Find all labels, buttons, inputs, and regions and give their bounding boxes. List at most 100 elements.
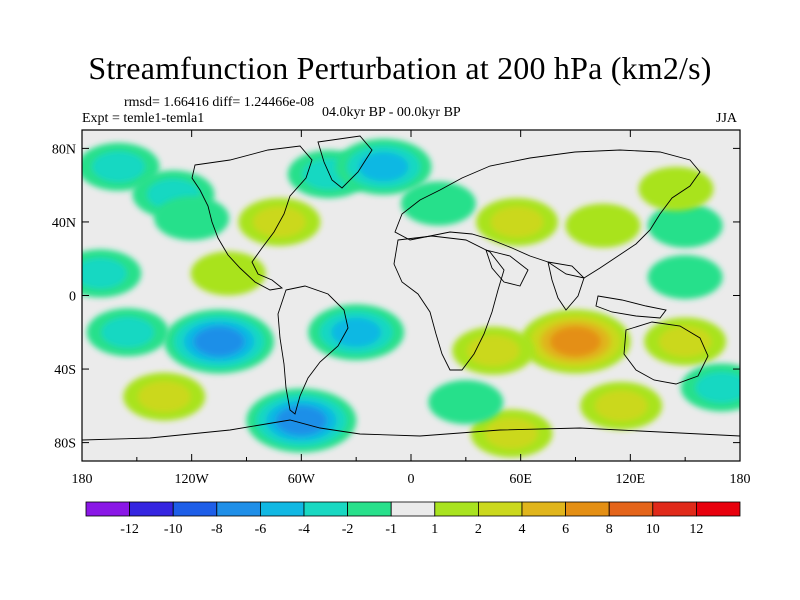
colorbar-label: 8 [606, 522, 613, 537]
anomaly-contour [92, 151, 145, 183]
coast-indonesia [595, 295, 667, 319]
anomaly-contour [190, 251, 266, 296]
x-tick-label: 180 [72, 472, 93, 487]
anomaly-cell [123, 372, 206, 421]
anomaly-contour [428, 380, 504, 425]
colorbar-label: -4 [298, 522, 310, 537]
x-tick-label: 60W [288, 472, 316, 487]
anomaly-layer [82, 138, 740, 458]
colorbar-swatch [608, 501, 654, 517]
period-label: 04.0kyr BP - 00.0kyr BP [322, 105, 461, 120]
anomaly-cell [335, 138, 432, 195]
y-tick-label: 40N [52, 216, 76, 231]
anomaly-cell [452, 326, 535, 375]
anomaly-contour [550, 326, 601, 357]
colorbar-swatch [390, 501, 436, 517]
anomaly-cell [580, 381, 663, 430]
anomaly-cell [644, 317, 727, 366]
colorbar: -12 -10 -8 -6 -4 -2 -1 1 2 4 6 8 10 12 [85, 501, 741, 537]
colorbar-swatch [434, 501, 479, 517]
anomaly-cell [476, 197, 559, 246]
coastlines [82, 135, 740, 441]
colorbar-label: 10 [646, 522, 660, 537]
anomaly-contour [647, 255, 723, 300]
colorbar-swatch [216, 501, 261, 517]
anomaly-contour [490, 206, 544, 238]
coast-antarctica [82, 419, 740, 441]
y-tick-label: 0 [69, 290, 76, 305]
anomaly-contour [82, 258, 127, 289]
anomaly-cell [638, 166, 714, 211]
anomaly-cell [82, 142, 160, 191]
colorbar-label: 4 [519, 522, 526, 537]
anomaly-cell [565, 203, 641, 248]
colorbar-label: 2 [475, 522, 482, 537]
anomaly-contour [331, 317, 382, 347]
anomaly-contour [193, 326, 245, 357]
anomaly-cell [246, 388, 357, 453]
colorbar-swatch [172, 501, 218, 517]
anomaly-cell [680, 363, 740, 412]
colorbar-label: 1 [431, 522, 438, 537]
x-axis: 180 120W 60W 0 60E 120E 180 [72, 130, 751, 487]
anomaly-contour [467, 335, 520, 367]
colorbar-swatch [303, 501, 348, 517]
coast-australia [623, 321, 709, 385]
coast-greenland [317, 135, 373, 189]
experiment-label: Expt = temle1-temla1 [82, 111, 205, 126]
colorbar-swatch [521, 501, 566, 517]
anomaly-cell [308, 304, 405, 361]
anomaly-cell [154, 196, 230, 241]
anomaly-contour [400, 181, 476, 226]
season-label: JJA [716, 111, 738, 126]
colorbar-label: -1 [385, 522, 397, 537]
coast-india [547, 261, 585, 311]
anomaly-cell [400, 181, 476, 226]
x-tick-label: 60E [509, 472, 532, 487]
anomaly-cell [428, 380, 504, 425]
anomaly-cell [86, 308, 169, 357]
y-axis: 80N 40N 0 40S 80S [52, 142, 740, 452]
anomaly-contour [647, 203, 723, 248]
y-tick-label: 80S [54, 437, 76, 452]
y-tick-label: 80N [52, 142, 76, 157]
colorbar-swatch [652, 501, 697, 517]
anomaly-contour [638, 166, 714, 211]
anomaly-contour [154, 196, 230, 241]
chart-title: Streamfunction Perturbation at 200 hPa (… [88, 50, 712, 86]
anomaly-cell [190, 251, 266, 296]
anomaly-contour [101, 316, 154, 348]
y-tick-label: 40S [54, 363, 76, 378]
x-tick-label: 120E [616, 472, 646, 487]
anomaly-cell [470, 409, 553, 458]
anomaly-cell [520, 309, 631, 374]
colorbar-label: -6 [255, 522, 267, 537]
coast-north-america [191, 145, 313, 291]
anomaly-contour [594, 390, 648, 422]
colorbar-swatch [696, 501, 741, 517]
anomaly-contour [485, 418, 538, 449]
coast-south-america [277, 285, 349, 415]
colorbar-label: -2 [342, 522, 354, 537]
colorbar-label: -10 [164, 522, 183, 537]
colorbar-swatch [477, 501, 523, 517]
stats-text: rmsd= 1.66416 diff= 1.24466e-08 [124, 95, 315, 110]
anomaly-contour [565, 203, 641, 248]
colorbar-label: -12 [120, 522, 139, 537]
colorbar-swatch [85, 501, 130, 517]
anomaly-contour [695, 372, 740, 403]
anomaly-contour [358, 152, 409, 182]
colorbar-swatch [565, 501, 610, 517]
x-tick-label: 0 [408, 472, 415, 487]
colorbar-label: -8 [211, 522, 223, 537]
colorbar-swatch [259, 501, 305, 517]
anomaly-cell [647, 203, 723, 248]
anomaly-cell [82, 249, 142, 298]
anomaly-cell [647, 255, 723, 300]
colorbar-swatch [347, 501, 392, 517]
x-tick-label: 120W [175, 472, 210, 487]
colorbar-label: 12 [689, 522, 703, 537]
anomaly-cell [164, 309, 275, 374]
anomaly-contour [138, 381, 191, 412]
